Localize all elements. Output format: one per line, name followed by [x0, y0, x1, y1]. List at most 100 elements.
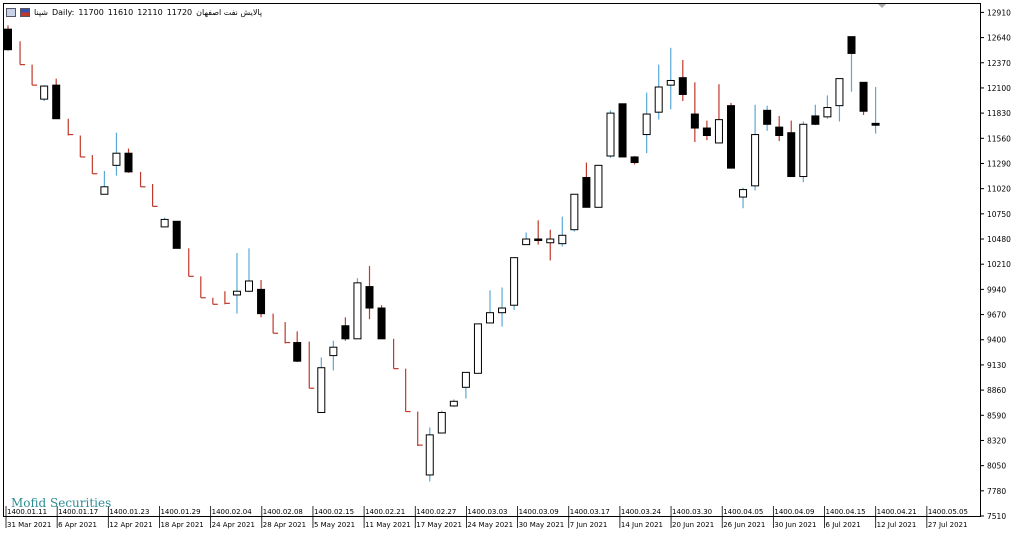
- timeframe-label: Daily:: [51, 8, 75, 17]
- candle-body: [642, 113, 651, 136]
- x-tick-label-hijri: 1400.02.15: [314, 508, 354, 516]
- candle-body: [52, 84, 61, 120]
- candle-body: [124, 152, 133, 173]
- close-value: 11720: [166, 8, 193, 17]
- candle-body: [678, 77, 687, 95]
- candle-body: [847, 36, 856, 54]
- candle-body: [618, 103, 627, 158]
- candle-body: [630, 156, 639, 164]
- candle-body: [714, 119, 723, 144]
- x-tick-label-hijri: 1400.02.27: [416, 508, 456, 516]
- candle-body: [293, 342, 302, 362]
- x-tick-label-hijri: 1400.02.08: [263, 508, 303, 516]
- y-tick-label: 12910: [987, 8, 1011, 17]
- candle-body: [811, 115, 820, 125]
- candle-body: [317, 367, 326, 413]
- x-tick-label-hijri: 1400.01.29: [160, 508, 200, 516]
- plot-area[interactable]: [3, 3, 981, 517]
- candle-body: [570, 193, 579, 231]
- y-tick-label: 8860: [987, 386, 1006, 395]
- candle-body: [449, 400, 458, 407]
- y-tick-label: 11830: [987, 109, 1011, 118]
- y-tick-label: 10750: [987, 210, 1011, 219]
- y-tick-label: 9940: [987, 285, 1006, 294]
- x-tick-label-gregorian: 26 Jun 2021: [723, 521, 765, 529]
- candle-body: [859, 81, 868, 112]
- candle-body: [461, 371, 470, 388]
- candle-body: [257, 288, 266, 315]
- candle-body: [245, 280, 253, 292]
- candle-body: [341, 325, 350, 340]
- x-tick-label-gregorian: 11 May 2021: [365, 521, 411, 529]
- x-tick-label-gregorian: 17 May 2021: [416, 521, 462, 529]
- candle-body: [437, 411, 446, 434]
- x-tick-label-gregorian: 30 May 2021: [519, 521, 565, 529]
- candle-body: [871, 122, 880, 126]
- x-tick-label-hijri: 1400.01.17: [58, 508, 98, 516]
- scroll-marker-icon: [878, 4, 886, 8]
- candle-body: [594, 164, 603, 208]
- candle-body: [100, 186, 109, 195]
- candle-body: [787, 132, 796, 178]
- x-tick-label-hijri: 1400.04.05: [723, 508, 763, 516]
- candle-body: [582, 176, 591, 208]
- y-tick-label: 9400: [987, 336, 1006, 345]
- high-value: 12110: [137, 8, 163, 17]
- candle-body: [486, 312, 494, 324]
- low-value: 11610: [107, 8, 134, 17]
- x-tick-label-gregorian: 24 May 2021: [467, 521, 513, 529]
- candle-body: [558, 234, 567, 245]
- x-tick-label-gregorian: 7 Jun 2021: [570, 521, 608, 529]
- candle-body: [473, 323, 482, 374]
- y-tick-label: 10480: [987, 235, 1011, 244]
- x-tick-label-gregorian: 30 Jun 2021: [774, 521, 816, 529]
- x-tick-label-gregorian: 5 May 2021: [314, 521, 355, 529]
- symbol-label: شپنا: [34, 8, 48, 17]
- y-tick-label: 7780: [987, 487, 1006, 496]
- x-tick-label-hijri: 1400.03.30: [672, 508, 712, 516]
- candle-body: [40, 85, 49, 100]
- y-tick-label: 11560: [987, 134, 1011, 143]
- candle-body: [727, 105, 735, 169]
- candle-body: [739, 189, 748, 198]
- candle-body: [377, 307, 386, 340]
- y-tick-label: 11290: [987, 159, 1011, 168]
- candle-body: [823, 107, 832, 118]
- candle-body: [172, 220, 181, 249]
- candle-body: [522, 238, 531, 246]
- y-tick-label: 8320: [987, 436, 1006, 445]
- open-value: 11700: [78, 8, 104, 17]
- broker-watermark: Mofid Securities: [11, 496, 112, 510]
- x-tick-label-gregorian: 6 Jul 2021: [826, 521, 861, 529]
- flag-icon[interactable]: [20, 8, 30, 17]
- x-tick-label-gregorian: 20 Jun 2021: [672, 521, 714, 529]
- x-tick-label-gregorian: 27 Jul 2021: [928, 521, 968, 529]
- candle-body: [606, 112, 615, 157]
- y-tick-label: 9130: [987, 361, 1006, 370]
- candle-body: [763, 109, 772, 125]
- candle-body: [498, 307, 507, 314]
- candle-body: [112, 152, 121, 166]
- candle-body: [546, 238, 555, 244]
- candle-body: [775, 126, 784, 136]
- y-tick-label: 7510: [987, 512, 1006, 521]
- x-tick-label-gregorian: 28 Apr 2021: [263, 521, 306, 529]
- y-tick-label: 9670: [987, 311, 1006, 320]
- candle-body: [365, 286, 374, 309]
- x-tick-label-hijri: 1400.05.05: [928, 508, 968, 516]
- x-tick-label-hijri: 1400.01.23: [109, 508, 149, 516]
- candle-body: [534, 238, 543, 242]
- candle-body: [799, 123, 808, 178]
- x-tick-label-hijri: 1400.02.04: [212, 508, 253, 516]
- candle-body: [510, 257, 519, 306]
- y-tick-label: 12640: [987, 34, 1011, 43]
- x-tick-label-hijri: 1400.03.03: [467, 508, 507, 516]
- y-tick-label: 12370: [987, 59, 1011, 68]
- candle-body: [666, 79, 675, 86]
- chart-header: شپنا Daily: 11700 11610 12110 11720 پالا…: [6, 6, 262, 19]
- x-tick-label-gregorian: 24 Apr 2021: [212, 521, 255, 529]
- x-tick-label-gregorian: 6 Apr 2021: [58, 521, 97, 529]
- x-tick-label-gregorian: 31 Mar 2021: [7, 521, 51, 529]
- chart-type-icon[interactable]: [6, 8, 16, 17]
